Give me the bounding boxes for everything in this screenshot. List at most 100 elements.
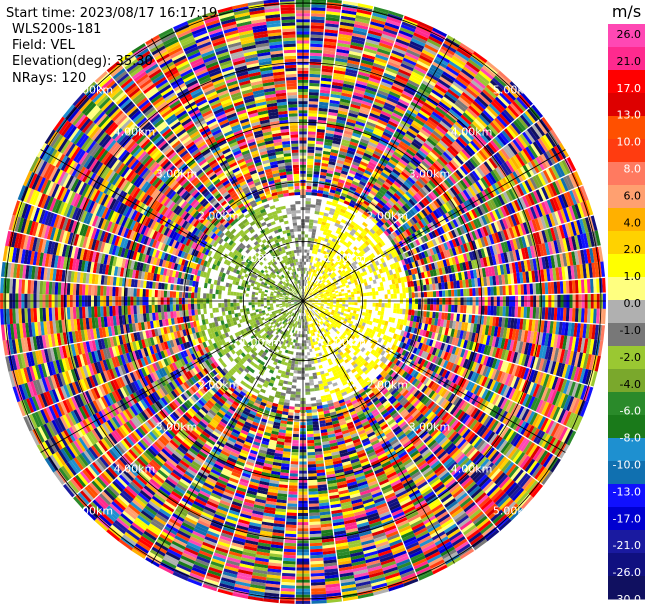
range-gate — [315, 137, 325, 142]
range-gate — [303, 295, 305, 298]
range-gate — [323, 272, 327, 276]
range-gate — [429, 290, 434, 298]
range-gate — [392, 82, 405, 91]
range-gate — [360, 135, 371, 142]
range-gate — [562, 280, 567, 295]
range-gate — [326, 249, 331, 254]
range-gate — [306, 164, 314, 169]
range-gate — [442, 203, 451, 213]
range-gate — [471, 240, 478, 251]
range-gate — [320, 297, 324, 299]
range-gate — [417, 112, 429, 122]
range-gate — [361, 237, 367, 243]
range-gate — [462, 243, 469, 253]
ppi-gates — [0, 0, 606, 604]
range-gate — [385, 164, 394, 172]
range-gate — [312, 272, 315, 276]
range-gate — [328, 192, 335, 197]
range-gate — [309, 292, 313, 296]
range-gate — [353, 279, 358, 283]
range-gate — [310, 293, 313, 296]
range-gate — [318, 289, 322, 292]
range-gate — [482, 175, 492, 187]
range-gate — [345, 121, 356, 127]
range-gate — [381, 267, 386, 273]
range-gate — [423, 310, 427, 318]
range-gate — [322, 231, 328, 236]
range-gate — [451, 304, 455, 313]
range-gate — [550, 281, 555, 295]
range-gate — [453, 264, 458, 273]
range-gate — [451, 238, 458, 248]
range-gate — [398, 254, 404, 261]
range-gate — [395, 178, 404, 186]
range-gate — [389, 55, 403, 64]
range-gate — [482, 225, 489, 237]
range-gate — [335, 187, 343, 193]
range-gate — [475, 287, 479, 297]
range-gate — [477, 179, 487, 191]
range-gate — [324, 238, 329, 243]
range-gate — [313, 159, 322, 163]
range-gate — [602, 277, 606, 294]
range-gate — [448, 128, 460, 139]
range-gate — [373, 150, 383, 158]
range-gate — [512, 238, 519, 251]
range-gate — [353, 250, 359, 256]
range-gate — [491, 209, 499, 221]
range-gate — [315, 248, 319, 252]
range-gate — [448, 304, 452, 313]
range-gate — [349, 231, 355, 237]
range-gate — [303, 270, 306, 274]
range-gate — [335, 125, 345, 131]
range-gate — [379, 174, 388, 182]
range-gate — [448, 161, 458, 172]
range-gate — [314, 150, 323, 154]
range-gate — [422, 234, 429, 243]
range-gate — [372, 130, 383, 137]
range-gate — [351, 38, 366, 45]
range-gate — [364, 282, 368, 287]
range-gate — [504, 144, 516, 157]
range-gate — [407, 46, 422, 55]
range-gate — [519, 133, 531, 147]
range-gate — [492, 168, 502, 181]
range-gate — [369, 138, 379, 146]
range-gate — [361, 132, 372, 139]
range-gate — [303, 295, 305, 299]
range-gate — [501, 274, 506, 286]
range-gate — [481, 286, 485, 297]
range-gate — [474, 136, 485, 148]
range-gate — [365, 309, 370, 314]
range-gate — [352, 194, 360, 200]
range-gate — [513, 199, 522, 212]
range-gate — [437, 78, 451, 89]
range-gate — [397, 277, 402, 284]
range-gate — [497, 149, 508, 162]
range-gate — [394, 41, 409, 50]
range-gate — [327, 302, 331, 305]
range-gate — [580, 249, 586, 265]
range-gate — [331, 202, 338, 207]
range-gate — [316, 287, 320, 290]
range-gate — [307, 137, 316, 141]
range-gate — [394, 166, 403, 174]
range-gate — [499, 92, 512, 105]
range-gate — [313, 269, 316, 273]
range-gate — [306, 152, 315, 156]
range-gate — [485, 256, 491, 267]
range-gate — [356, 253, 361, 259]
range-gate — [550, 129, 562, 145]
range-gate — [335, 206, 342, 212]
range-gate — [520, 283, 525, 296]
range-gate — [550, 240, 557, 255]
range-gate — [447, 188, 456, 198]
range-gate — [382, 72, 396, 80]
range-gate — [361, 267, 366, 273]
range-gate — [311, 234, 316, 239]
range-gate — [324, 132, 334, 138]
range-gate — [350, 273, 355, 278]
range-gate — [507, 104, 520, 118]
range-gate — [388, 158, 398, 167]
range-gate — [557, 194, 566, 209]
